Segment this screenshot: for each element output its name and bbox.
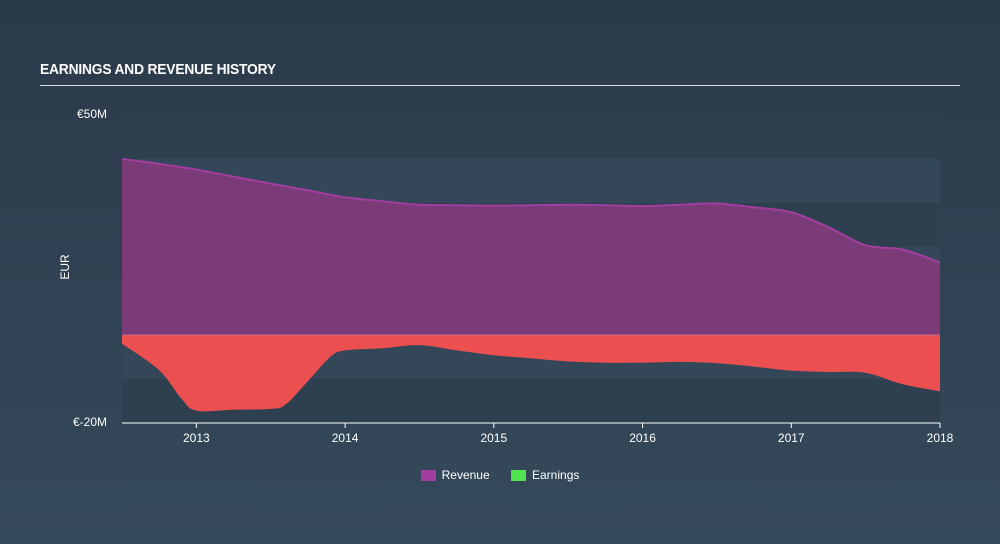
- x-tick-label: 2016: [629, 431, 656, 445]
- legend: Revenue Earnings: [0, 468, 1000, 484]
- x-tick-label: 2013: [183, 431, 210, 445]
- legend-item-revenue[interactable]: Revenue: [420, 468, 490, 482]
- y-tick-label: €50M: [77, 107, 107, 121]
- x-tick-label: 2014: [332, 431, 359, 445]
- chart-title: EARNINGS AND REVENUE HISTORY: [40, 61, 276, 78]
- y-tick-label: €-20M: [73, 415, 107, 429]
- legend-label-revenue: Revenue: [441, 468, 490, 482]
- x-tick-label: 2017: [778, 431, 805, 445]
- earnings-swatch-icon: [511, 469, 526, 481]
- revenue-line: [121, 158, 941, 264]
- earnings-area: [122, 335, 940, 412]
- revenue-swatch-icon: [420, 469, 436, 481]
- y-axis-ticks: €50M €-20M: [73, 107, 107, 429]
- legend-label-earnings: Earnings: [532, 468, 580, 482]
- x-tick-label: 2018: [927, 431, 954, 445]
- grid-band: [122, 115, 940, 159]
- y-axis-label: EUR: [58, 254, 72, 280]
- x-axis-ticks: 2013 2014 2015 2016 2017 2018: [183, 423, 954, 445]
- legend-item-earnings[interactable]: Earnings: [511, 468, 579, 482]
- revenue-area: [122, 159, 940, 335]
- title-divider: [40, 85, 960, 86]
- x-tick-label: 2015: [480, 431, 507, 445]
